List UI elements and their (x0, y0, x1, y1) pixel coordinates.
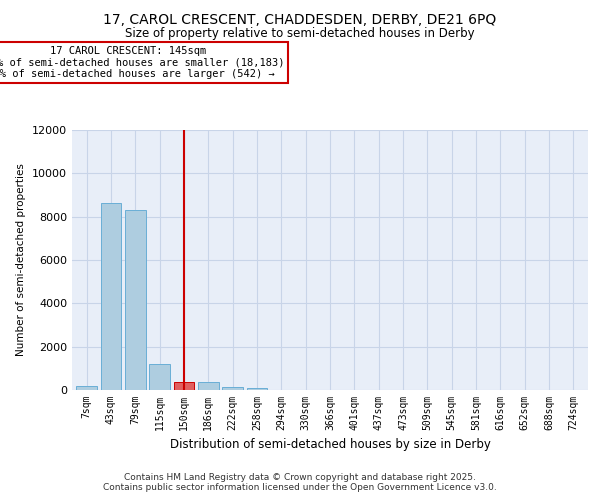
Bar (149, 364, 170, 390)
Text: Contains HM Land Registry data © Crown copyright and database right 2025.: Contains HM Land Registry data © Crown c… (124, 474, 476, 482)
Text: 17 CAROL CRESCENT: 145sqm
← 97% of semi-detached houses are smaller (18,183)
  3: 17 CAROL CRESCENT: 145sqm ← 97% of semi-… (0, 46, 284, 79)
Bar (222, 387, 243, 390)
Bar (173, 382, 194, 390)
X-axis label: Distribution of semi-detached houses by size in Derby: Distribution of semi-detached houses by … (170, 438, 490, 452)
Bar (101, 202, 121, 390)
Bar (76, 386, 97, 390)
Text: Size of property relative to semi-detached houses in Derby: Size of property relative to semi-detach… (125, 28, 475, 40)
Bar (198, 382, 218, 390)
Bar (125, 210, 146, 390)
Text: 17, CAROL CRESCENT, CHADDESDEN, DERBY, DE21 6PQ: 17, CAROL CRESCENT, CHADDESDEN, DERBY, D… (103, 12, 497, 26)
Bar (247, 388, 268, 390)
Y-axis label: Number of semi-detached properties: Number of semi-detached properties (16, 164, 26, 356)
Text: Contains public sector information licensed under the Open Government Licence v3: Contains public sector information licen… (103, 484, 497, 492)
